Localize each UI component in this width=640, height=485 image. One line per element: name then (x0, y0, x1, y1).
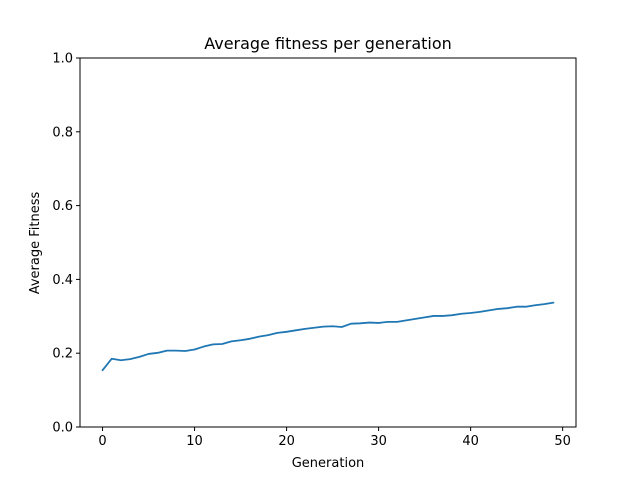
series-line-0 (101, 301, 555, 372)
x-tick-label: 10 (186, 434, 203, 449)
plot-frame (79, 57, 577, 428)
chart-title: Average fitness per generation (204, 34, 452, 53)
x-tick-label: 30 (370, 434, 387, 449)
x-tick-label: 40 (462, 434, 479, 449)
y-tick-label: 0.6 (52, 199, 73, 214)
plot-area: 0 10 20 30 40 50 0.0 0.2 0.4 0.6 0.8 1.0 (52, 52, 577, 449)
x-tick-label: 50 (554, 434, 571, 449)
y-tick-label: 0.8 (52, 125, 73, 140)
x-axis-label: Generation (292, 456, 365, 471)
y-tick-label: 1.0 (52, 52, 73, 67)
y-tick-label: 0.4 (52, 273, 73, 288)
x-tick-label: 20 (278, 434, 295, 449)
y-tick-label: 0.0 (52, 421, 73, 436)
y-axis-label: Average Fitness (28, 192, 43, 295)
y-tick-label: 0.2 (52, 347, 73, 362)
x-tick-label: 0 (98, 434, 106, 449)
